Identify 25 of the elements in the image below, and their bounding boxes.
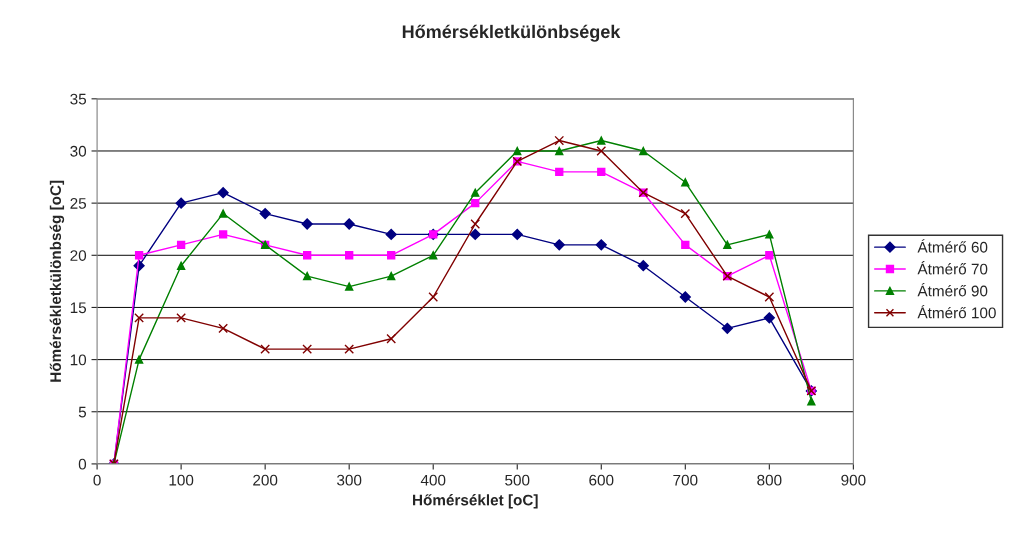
- x-axis-title: Hőmérséklet [oC]: [413, 494, 538, 509]
- x-tick-label: 600: [589, 474, 614, 486]
- x-tick-label: 800: [757, 474, 782, 486]
- x-tick-label: 400: [420, 474, 446, 486]
- y-tick-label: 15: [70, 302, 87, 314]
- x-tick-label: 900: [841, 474, 866, 486]
- x-tick-label: 700: [673, 474, 698, 486]
- x-tick-label: 200: [253, 474, 278, 486]
- x-tick-label: 500: [505, 474, 530, 486]
- y-tick-label: 20: [70, 250, 87, 261]
- x-tick-label: 100: [169, 474, 194, 486]
- legend-label: Átmérő 90: [917, 283, 988, 297]
- legend-label: Átmérő 100: [917, 304, 996, 319]
- y-tick-label: 10: [70, 354, 87, 366]
- y-tick-label: 35: [70, 93, 87, 105]
- y-tick-label: 25: [70, 198, 87, 209]
- y-tick-label: 0: [78, 458, 87, 470]
- y-tick-label: 5: [78, 406, 87, 418]
- y-axis-title: Hőmérsékletkülönbség [oC]: [49, 180, 65, 382]
- x-tick-label: 0: [93, 474, 101, 486]
- legend-label: Átmérő 70: [917, 261, 988, 275]
- chart-title: Hőmérsékletkülönbségek: [402, 24, 621, 42]
- legend-label: Átmérő 60: [917, 239, 988, 253]
- x-tick-label: 300: [337, 474, 362, 486]
- y-tick-label: 30: [70, 145, 87, 157]
